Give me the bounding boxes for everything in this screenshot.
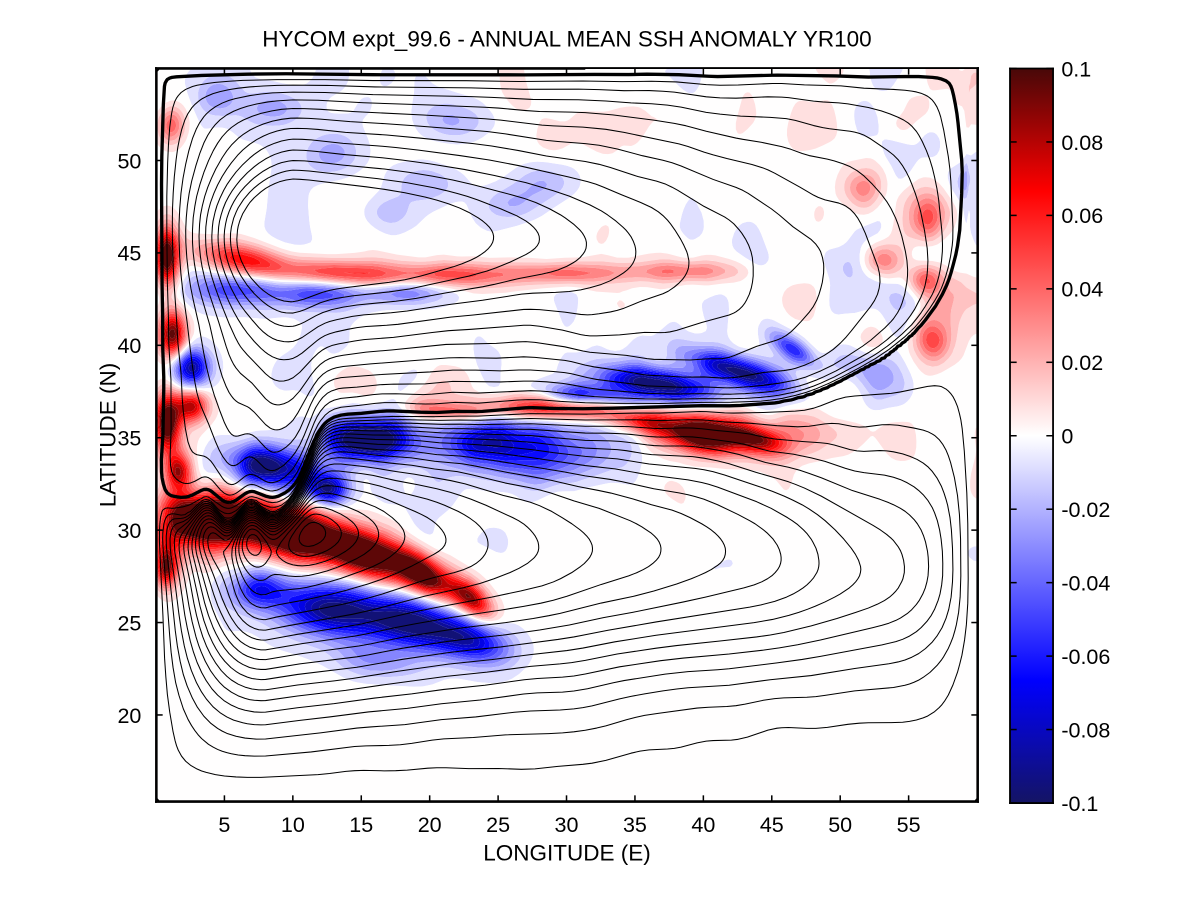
svg-text:35: 35 (623, 813, 647, 837)
svg-text:-0.1: -0.1 (1061, 792, 1098, 816)
svg-text:0.02: 0.02 (1061, 351, 1103, 375)
svg-text:50: 50 (828, 813, 852, 837)
svg-text:-0.06: -0.06 (1061, 645, 1110, 669)
svg-text:10: 10 (281, 813, 305, 837)
svg-text:LONGITUDE (E): LONGITUDE (E) (483, 841, 651, 866)
svg-text:35: 35 (117, 427, 141, 451)
svg-text:0.1: 0.1 (1061, 57, 1091, 81)
svg-text:30: 30 (555, 813, 579, 837)
svg-text:5: 5 (218, 813, 230, 837)
svg-text:HYCOM expt_99.6 - ANNUAL MEAN: HYCOM expt_99.6 - ANNUAL MEAN SSH ANOMAL… (262, 26, 871, 51)
svg-text:25: 25 (117, 611, 141, 635)
svg-text:-0.08: -0.08 (1061, 718, 1110, 742)
svg-text:0: 0 (1061, 425, 1073, 449)
svg-text:25: 25 (486, 813, 510, 837)
svg-text:0.04: 0.04 (1061, 278, 1103, 302)
svg-text:20: 20 (418, 813, 442, 837)
svg-text:40: 40 (691, 813, 715, 837)
svg-text:40: 40 (117, 334, 141, 358)
svg-text:50: 50 (117, 149, 141, 173)
svg-text:45: 45 (760, 813, 784, 837)
svg-text:-0.02: -0.02 (1061, 498, 1110, 522)
svg-text:30: 30 (117, 519, 141, 543)
svg-text:-0.04: -0.04 (1061, 571, 1110, 595)
svg-text:45: 45 (117, 242, 141, 266)
svg-text:20: 20 (117, 704, 141, 728)
svg-text:55: 55 (897, 813, 921, 837)
svg-text:15: 15 (349, 813, 373, 837)
svg-text:0.06: 0.06 (1061, 204, 1103, 228)
svg-text:LATITUDE (N): LATITUDE (N) (96, 363, 121, 508)
svg-text:0.08: 0.08 (1061, 131, 1103, 155)
